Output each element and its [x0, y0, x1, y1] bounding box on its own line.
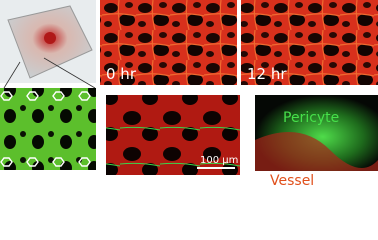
vessel-region — [255, 132, 378, 171]
time-label: 12 hr — [247, 65, 287, 83]
coculture-image — [106, 95, 240, 175]
device-center — [44, 32, 56, 44]
figure: 0 hr 12 hr 100 μm Pericyte Vessel — [0, 0, 378, 188]
pericyte-label: Pericyte — [283, 110, 339, 126]
scale-label: 100 μm — [200, 155, 238, 166]
page: {"labels": {"time_start": "0 hr", "time_… — [0, 0, 378, 188]
vessel-label: Vessel — [270, 173, 314, 188]
zoom-line — [43, 57, 96, 89]
time-label: 0 hr — [106, 65, 137, 83]
zoom-line — [3, 61, 21, 89]
hexagon-posts — [0, 91, 91, 167]
vessel-image-0hr — [100, 0, 237, 85]
vessel-image-12hr — [241, 0, 378, 85]
green-image — [0, 88, 96, 170]
